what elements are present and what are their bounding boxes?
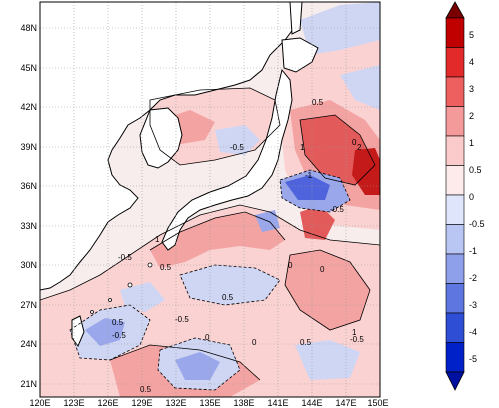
negative-anomaly-region (340, 65, 380, 110)
contour-label: 0.5 (160, 263, 172, 272)
colorbar-segment (445, 312, 465, 343)
colorbar-label: 2 (469, 111, 474, 121)
lon-tick-label: 129E (131, 398, 152, 408)
contour-label: 2 (357, 143, 362, 152)
colorbar-label: 1 (469, 138, 474, 148)
negative-anomaly-region (295, 340, 360, 380)
colorbar-segment (445, 165, 465, 196)
colorbar-label: -1 (469, 246, 477, 256)
colorbar-labels: 5 4 3 2 1 0.5 0 -0.5 -1 -2 -3 -4 -5 (469, 30, 485, 364)
land-korea (139, 107, 183, 169)
positive-anomaly-region (285, 250, 370, 330)
colorbar-label: -3 (469, 300, 477, 310)
negative-anomaly-region (120, 282, 165, 312)
lat-tick-label: 42N (20, 102, 37, 112)
lon-tick-label: 138E (233, 398, 254, 408)
colorbar-label: -0.5 (469, 219, 485, 229)
contour-label: -0.5 (330, 205, 344, 214)
negative-anomaly-region (85, 318, 125, 346)
colorbar-segment (445, 135, 465, 166)
lat-tick-label: 48N (20, 23, 37, 33)
lat-tick-label: 33N (20, 221, 37, 231)
colorbar-segment (445, 253, 465, 284)
colorbar-segment (445, 76, 465, 107)
contour-label: -0.5 (112, 331, 126, 340)
contour-label: 1 (300, 143, 305, 152)
land-sakhalin (289, 2, 303, 35)
negative-anomaly-region (180, 265, 280, 305)
contour-label: -0.5 (118, 253, 132, 262)
colorbar-label: 3 (469, 84, 474, 94)
lat-tick-label: 21N (20, 379, 37, 389)
colorbar-segment (445, 342, 465, 373)
colorbar-label: -2 (469, 273, 477, 283)
contour-label: 0.5 (300, 338, 312, 347)
latitude-axis: 48N 45N 42N 39N 36N 33N 30N 27N 24N 21N (20, 23, 37, 389)
colorbar-segment (445, 194, 465, 225)
positive-anomaly-region (300, 205, 335, 240)
lon-tick-label: 123E (63, 398, 84, 408)
colorbar-label: 4 (469, 57, 474, 67)
colorbar-segment (445, 106, 465, 137)
lon-tick-label: 135E (199, 398, 220, 408)
lon-tick-label: 126E (97, 398, 118, 408)
positive-anomaly-region (150, 212, 285, 268)
contour-label: 0.5 (112, 318, 124, 327)
colorbar-label: 0 (469, 192, 474, 202)
colorbar-label: -5 (469, 354, 477, 364)
contour-label: 1 (352, 328, 357, 337)
land-asia (40, 2, 301, 291)
contour-label: 0 (320, 265, 325, 274)
ryukyu-islands (90, 262, 153, 314)
contour-label: 1 (155, 235, 160, 244)
contour-label: -0.5 (350, 335, 364, 344)
colorbar-top-arrow (445, 1, 465, 19)
negative-anomaly-region (215, 125, 260, 155)
map-panel: 0.5 0 -0.5 1 2 -1 -0.5 0.5 0 -0.5 1 0.5 … (20, 1, 389, 408)
colorbar-segment (445, 283, 465, 314)
colorbar-label: 0.5 (469, 165, 482, 175)
contour-labels: 0.5 0 -0.5 1 2 -1 -0.5 0.5 0 -0.5 1 0.5 … (112, 98, 364, 394)
lat-tick-label: 30N (20, 260, 37, 270)
lon-tick-label: 150E (367, 398, 388, 408)
colorbar-label: -4 (469, 327, 477, 337)
colorbar-segment (445, 224, 465, 255)
contour-label: 0 (252, 338, 257, 347)
longitude-axis: 120E 123E 126E 129E 132E 135E 138E 141E … (29, 398, 388, 408)
contour-label: 0 (352, 138, 357, 147)
contour-label: 0.5 (222, 293, 234, 302)
colorbar: 5 4 3 2 1 0.5 0 -0.5 -1 -2 -3 -4 -5 (445, 1, 485, 391)
lon-tick-label: 147E (335, 398, 356, 408)
colorbar-segments (445, 17, 465, 373)
lat-tick-label: 39N (20, 142, 37, 152)
negative-anomaly-region (300, 2, 380, 55)
colorbar-label: 5 (469, 30, 474, 40)
contour-label: 0 (205, 333, 210, 342)
lat-tick-label: 27N (20, 300, 37, 310)
lon-tick-label: 132E (165, 398, 186, 408)
contour-lines (40, 87, 380, 391)
contour-label: 0 (288, 261, 293, 270)
colorbar-bottom-arrow (445, 371, 465, 391)
negative-anomaly-region (175, 352, 220, 380)
lat-tick-label: 45N (20, 63, 37, 73)
negative-anomaly-region (285, 175, 330, 200)
contour-label: 0.5 (312, 98, 324, 107)
positive-anomaly-region (352, 148, 380, 195)
lat-tick-label: 36N (20, 181, 37, 191)
colorbar-segment (445, 47, 465, 78)
lon-tick-label: 120E (29, 398, 50, 408)
lat-tick-label: 24N (20, 339, 37, 349)
contour-label: -1 (305, 171, 313, 180)
contour-label: 0.5 (140, 385, 152, 394)
contour-label: -0.5 (230, 143, 244, 152)
contour-label: -0.5 (175, 315, 189, 324)
map-frame (39, 1, 381, 398)
lon-tick-label: 141E (267, 398, 288, 408)
lon-tick-label: 144E (301, 398, 322, 408)
colorbar-segment (445, 17, 465, 48)
land-japan (161, 68, 293, 251)
